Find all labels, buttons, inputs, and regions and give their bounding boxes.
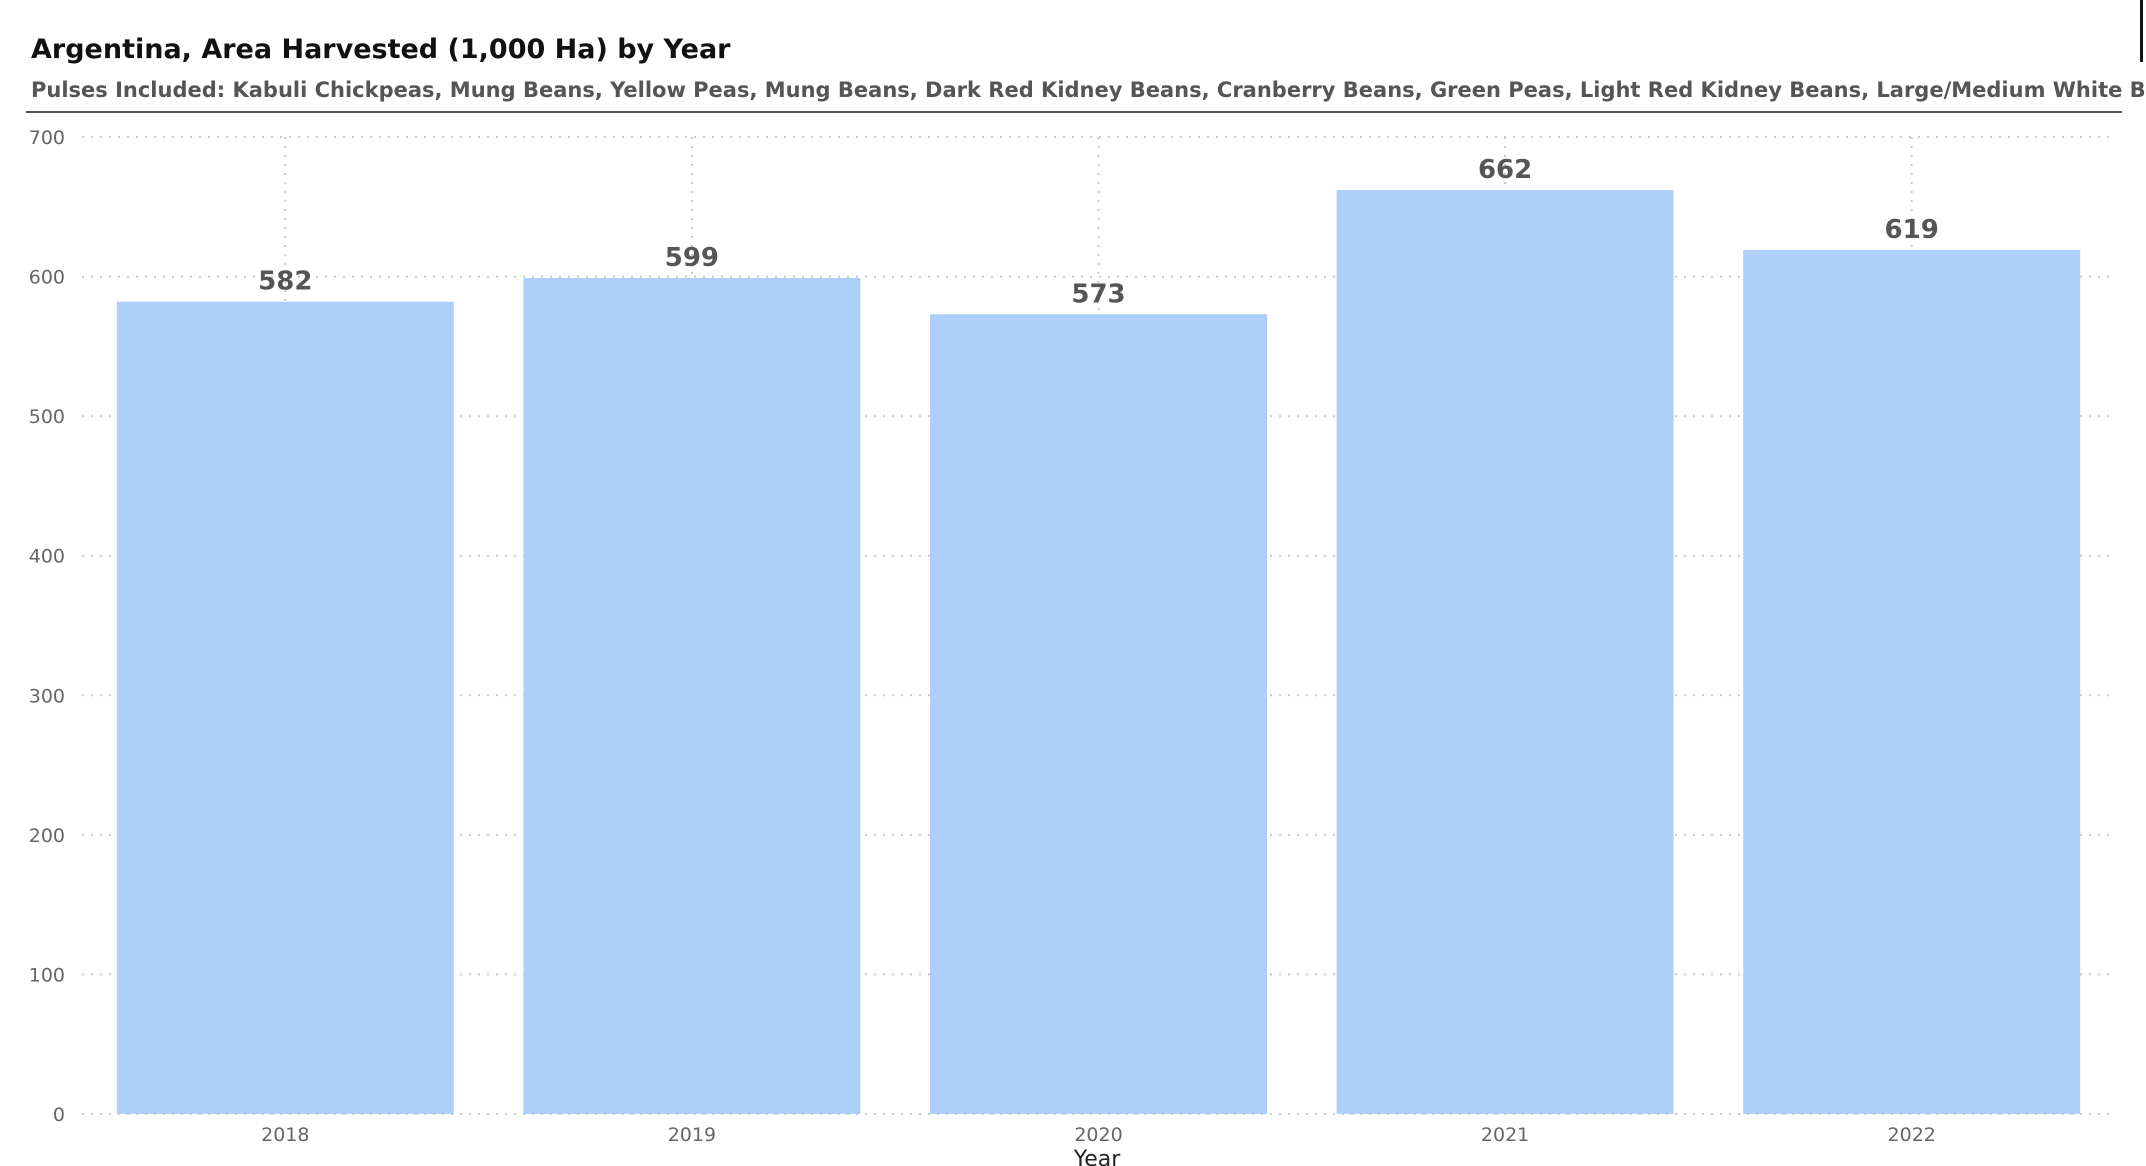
bar bbox=[523, 277, 861, 1114]
data-label: 573 bbox=[1071, 279, 1125, 309]
bars bbox=[116, 190, 2081, 1115]
y-tick-label: 200 bbox=[29, 825, 65, 847]
data-labels: 582 599 573 662 619 bbox=[258, 155, 1939, 309]
y-tick-label: 600 bbox=[29, 267, 65, 289]
header-divider bbox=[26, 111, 2122, 113]
chart-subtitle: Pulses Included: Kabuli Chickpeas, Mung … bbox=[31, 78, 2146, 102]
x-tick-label: 2020 bbox=[1074, 1124, 1122, 1146]
x-tick-label: 2019 bbox=[668, 1124, 716, 1146]
y-tick-label: 400 bbox=[29, 546, 65, 568]
y-tick-label: 0 bbox=[53, 1104, 65, 1126]
x-tick-label: 2021 bbox=[1481, 1124, 1529, 1146]
x-axis: 2018 2019 2020 2021 2022 bbox=[261, 1124, 1936, 1146]
bar bbox=[1336, 190, 1674, 1115]
bar bbox=[1743, 250, 2081, 1114]
data-label: 599 bbox=[665, 243, 719, 273]
y-tick-label: 300 bbox=[29, 685, 65, 707]
y-tick-label: 700 bbox=[29, 127, 65, 149]
right-edge-mark bbox=[2140, 0, 2143, 62]
data-label: 582 bbox=[258, 267, 312, 297]
y-tick-label: 500 bbox=[29, 406, 65, 428]
bar bbox=[930, 314, 1267, 1114]
y-tick-label: 100 bbox=[29, 964, 65, 986]
x-tick-label: 2022 bbox=[1888, 1124, 1936, 1146]
bar bbox=[116, 301, 454, 1114]
x-tick-label: 2018 bbox=[261, 1124, 309, 1146]
chart-title: Argentina, Area Harvested (1,000 Ha) by … bbox=[31, 34, 731, 65]
x-axis-title: Year bbox=[1073, 1147, 1122, 1166]
y-axis: 0 100 200 300 400 500 600 700 bbox=[29, 127, 65, 1126]
data-label: 619 bbox=[1885, 215, 1939, 245]
data-label: 662 bbox=[1478, 155, 1532, 185]
